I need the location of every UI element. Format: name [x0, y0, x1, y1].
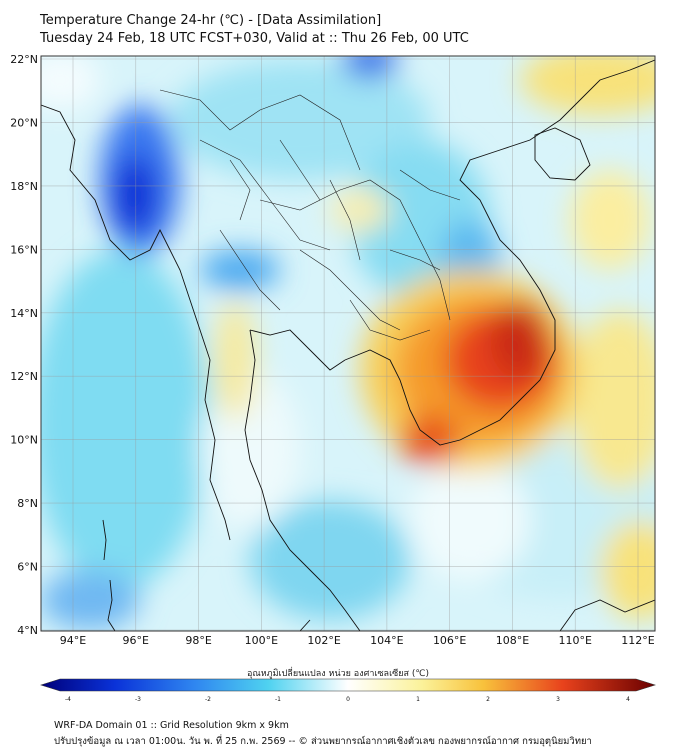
plot-frame [40, 55, 656, 632]
lat-label: 22°N [10, 53, 38, 66]
lat-label: 14°N [10, 307, 38, 320]
province-borders [159, 89, 461, 341]
temperature-field [41, 56, 655, 631]
lat-label: 18°N [10, 180, 38, 193]
chart-title: Temperature Change 24-hr (℃) - [Data Ass… [40, 13, 382, 28]
grid-lines [41, 56, 655, 631]
colorbar-tick: 3 [556, 696, 560, 703]
latitude-labels: 22°N 20°N 18°N 16°N 14°N 12°N 10°N 8°N 6°N 4°N [10, 53, 38, 637]
lat-label: 20°N [10, 116, 38, 129]
lon-label: 110°E [558, 634, 591, 647]
lon-label: 112°E [621, 634, 654, 647]
colorbar-tick: 4 [626, 696, 630, 703]
lat-label: 16°N [10, 243, 38, 256]
lon-label: 104°E [370, 634, 403, 647]
colorbar-tick: -4 [65, 696, 71, 703]
lon-label: 102°E [307, 634, 340, 647]
lat-label: 10°N [10, 434, 38, 447]
lat-label: 12°N [10, 370, 38, 383]
longitude-labels: 94°E 96°E 98°E 100°E 102°E 104°E 106°E 108°E 110… [60, 634, 655, 647]
colorbar: -4 -3 -2 -1 0 1 2 3 4 [40, 678, 656, 703]
colorbar-tick: 2 [486, 696, 490, 703]
lon-label: 100°E [245, 634, 278, 647]
lon-label: 106°E [433, 634, 466, 647]
colorbar-tick: -2 [205, 696, 211, 703]
colorbar-tick: -1 [275, 696, 281, 703]
lat-label: 4°N [17, 624, 38, 637]
lat-label: 8°N [17, 497, 38, 510]
chart-subtitle: Tuesday 24 Feb, 18 UTC FCST+030, Valid a… [40, 31, 469, 46]
lon-label: 96°E [123, 634, 149, 647]
footer-model-info: WRF-DA Domain 01 :: Grid Resolution 9km … [54, 720, 289, 731]
footer-credit: ปรับปรุงข้อมูล ณ เวลา 01:00น. วัน พ. ที่… [54, 736, 592, 747]
coastlines [41, 59, 655, 631]
lon-label: 94°E [60, 634, 86, 647]
colorbar-tick: 0 [346, 696, 350, 703]
lon-label: 98°E [185, 634, 211, 647]
lon-label: 108°E [496, 634, 529, 647]
colorbar-tick: -3 [135, 696, 141, 703]
lat-label: 6°N [17, 561, 38, 574]
colorbar-tick: 1 [416, 696, 420, 703]
colorbar-label: อุณหภูมิเปลี่ยนแปลง หน่วย องศาเซลเซียส (… [246, 669, 430, 679]
